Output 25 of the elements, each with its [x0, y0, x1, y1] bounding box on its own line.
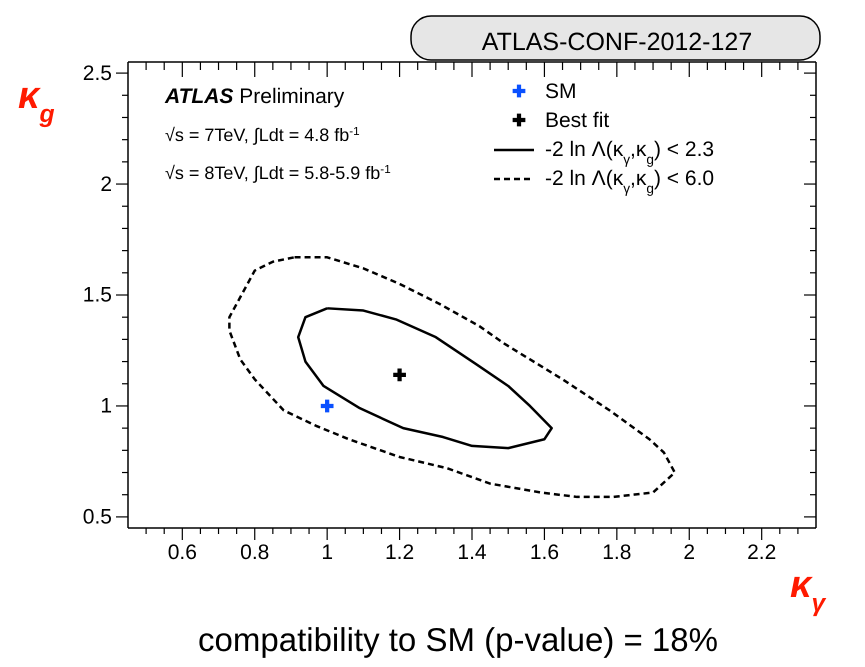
- x-tick-label: 1.4: [457, 540, 487, 564]
- y-tick-label: 2.5: [82, 62, 112, 85]
- x-tick-label: 0.8: [240, 540, 270, 564]
- annotation: ATLAS Preliminary: [164, 85, 345, 108]
- annotation: -2 ln Λ(κ$_{γ}$,κ$_{g}$) < 6.0: [545, 167, 714, 196]
- y-tick-label: 1: [100, 394, 112, 418]
- x-tick-label: 0.6: [168, 540, 197, 564]
- x-tick-label: 1: [321, 540, 333, 564]
- x-tick-label: 1.8: [602, 540, 632, 564]
- annotation: √s = 7TeV, ∫Ldt = 4.8 fb$^{-1}$: [165, 124, 360, 145]
- legend-label: Best fit: [545, 109, 610, 132]
- y-tick-label: 1.5: [82, 284, 112, 307]
- x-tick-label: 2.2: [747, 540, 776, 564]
- annotation: √s = 8TeV, ∫Ldt = 5.8-5.9 fb$^{-1}$: [165, 162, 391, 183]
- y-tick-label: 2: [100, 172, 112, 196]
- x-tick-label: 2: [683, 540, 696, 564]
- x-tick-label: 1.6: [530, 540, 560, 564]
- y-tick-label: 0.5: [82, 506, 112, 529]
- x-tick-label: 1.2: [384, 540, 414, 564]
- legend-label: SM: [545, 80, 576, 103]
- x-axis-title: κ$_{γ}$: [790, 564, 827, 616]
- y-axis-title: κ$_{g}$: [18, 75, 55, 128]
- text: ATLAS-CONF-2012-127: [482, 28, 752, 56]
- annotation: -2 ln Λ(κ$_{γ}$,κ$_{g}$) < 2.3: [545, 138, 714, 166]
- text: compatibility to SM (p-value) = 18%: [198, 621, 718, 658]
